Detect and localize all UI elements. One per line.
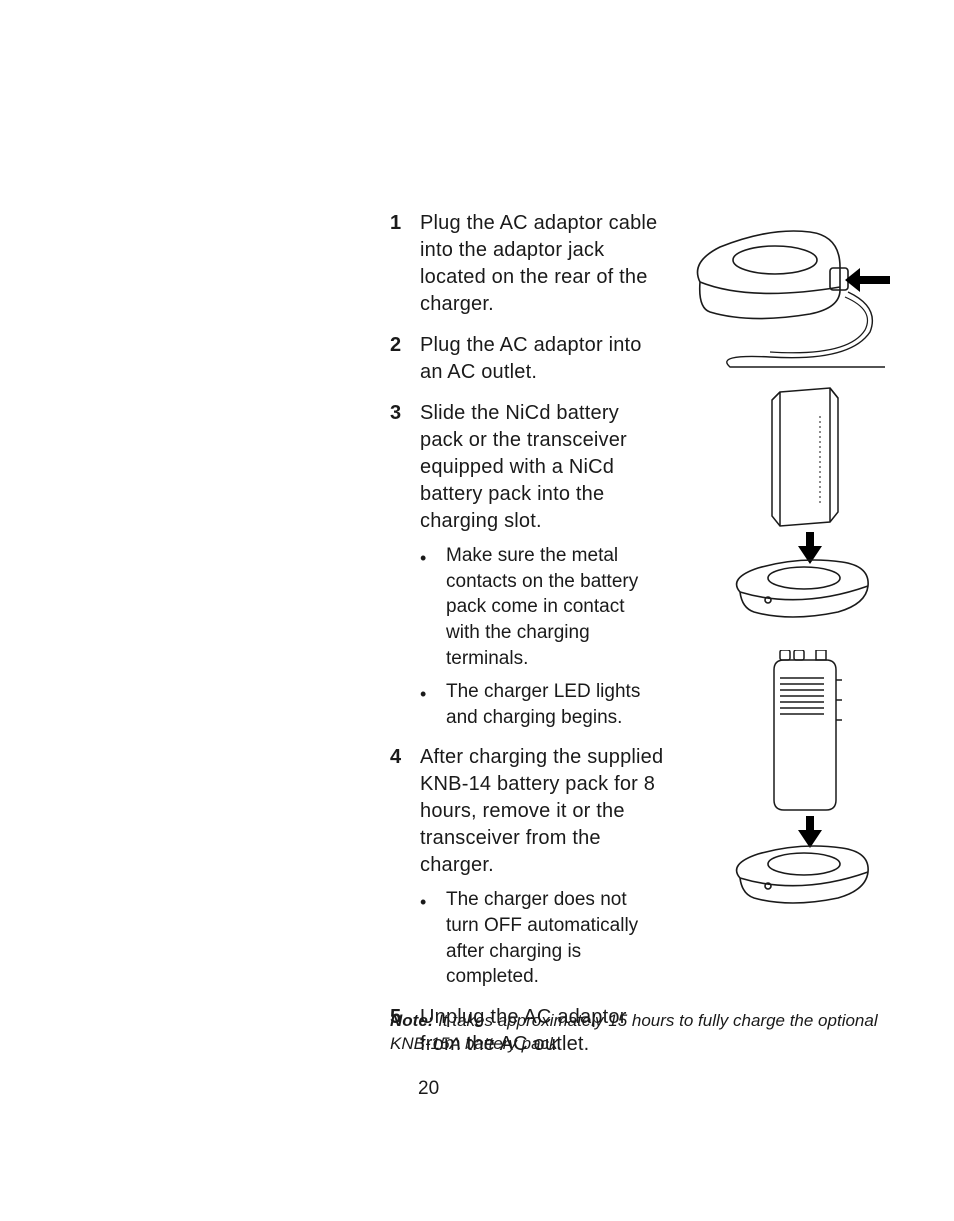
footnote: Note: It takes approximately 15 hours to… xyxy=(390,1010,900,1056)
sub-bullet: • Make sure the metal contacts on the ba… xyxy=(420,543,665,671)
note-label: Note: xyxy=(390,1011,433,1030)
bullet-icon: • xyxy=(420,543,446,671)
charger-cable-figure xyxy=(680,212,895,372)
step-number: 3 xyxy=(390,400,420,730)
step-number: 2 xyxy=(390,332,420,386)
sub-bullet: • The charger does not turn OFF automati… xyxy=(420,887,665,990)
battery-into-charger-figure xyxy=(720,386,880,624)
step-text: After charging the supplied KNB-14 batte… xyxy=(420,744,665,879)
page-number: 20 xyxy=(418,1078,439,1100)
sub-text: The charger LED lights and charging begi… xyxy=(446,679,661,730)
step-number: 4 xyxy=(390,744,420,990)
sub-text: Make sure the metal contacts on the batt… xyxy=(446,543,661,671)
step-text: Plug the AC adaptor cable into the adapt… xyxy=(420,210,665,318)
sub-bullet: • The charger LED lights and charging be… xyxy=(420,679,665,730)
bullet-icon: • xyxy=(420,679,446,730)
bullet-icon: • xyxy=(420,887,446,990)
step-text: Plug the AC adaptor into an AC outlet. xyxy=(420,332,665,386)
step-text: Slide the NiCd battery pack or the trans… xyxy=(420,400,665,535)
transceiver-into-charger-figure xyxy=(720,650,880,910)
sub-text: The charger does not turn OFF automatica… xyxy=(446,887,661,990)
step-number: 1 xyxy=(390,210,420,318)
note-body: It takes approximately 15 hours to fully… xyxy=(390,1011,878,1053)
